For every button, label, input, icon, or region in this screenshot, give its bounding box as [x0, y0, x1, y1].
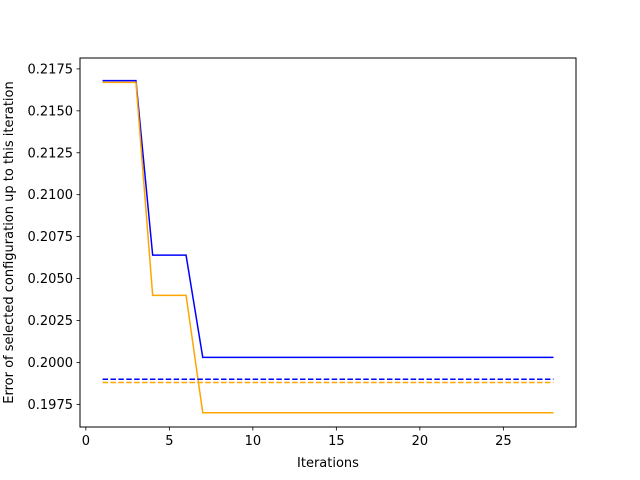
x-axis-ticks: 0 5 10 15 20 25 — [82, 427, 512, 449]
x-tick-label: 20 — [412, 434, 429, 449]
y-tick-label: 0.2075 — [28, 230, 74, 245]
x-tick-label: 15 — [328, 434, 345, 449]
x-tick-label: 0 — [82, 434, 90, 449]
y-axis-label: Error of selected configuration up to th… — [2, 81, 17, 403]
plot-frame — [79, 57, 577, 428]
y-tick-label: 0.2000 — [28, 356, 74, 371]
y-tick-label: 0.2100 — [28, 188, 74, 203]
x-tick-label: 5 — [165, 434, 173, 449]
x-axis-label: Iterations — [297, 456, 359, 471]
x-tick-label: 10 — [245, 434, 262, 449]
y-axis-ticks: 0.1975 0.2000 0.2025 0.2050 0.2075 0.2100 0.21… — [28, 62, 80, 413]
series-layer — [102, 79, 554, 414]
y-tick-label: 0.1975 — [28, 398, 74, 413]
y-tick-label: 0.2125 — [28, 146, 74, 161]
x-tick-label: 25 — [495, 434, 512, 449]
y-tick-label: 0.2025 — [28, 314, 74, 329]
y-tick-label: 0.2050 — [28, 272, 74, 287]
series-line-1 — [102, 81, 554, 414]
y-tick-label: 0.2175 — [28, 62, 74, 77]
y-tick-label: 0.2150 — [28, 104, 74, 119]
series-line-0 — [102, 79, 554, 359]
